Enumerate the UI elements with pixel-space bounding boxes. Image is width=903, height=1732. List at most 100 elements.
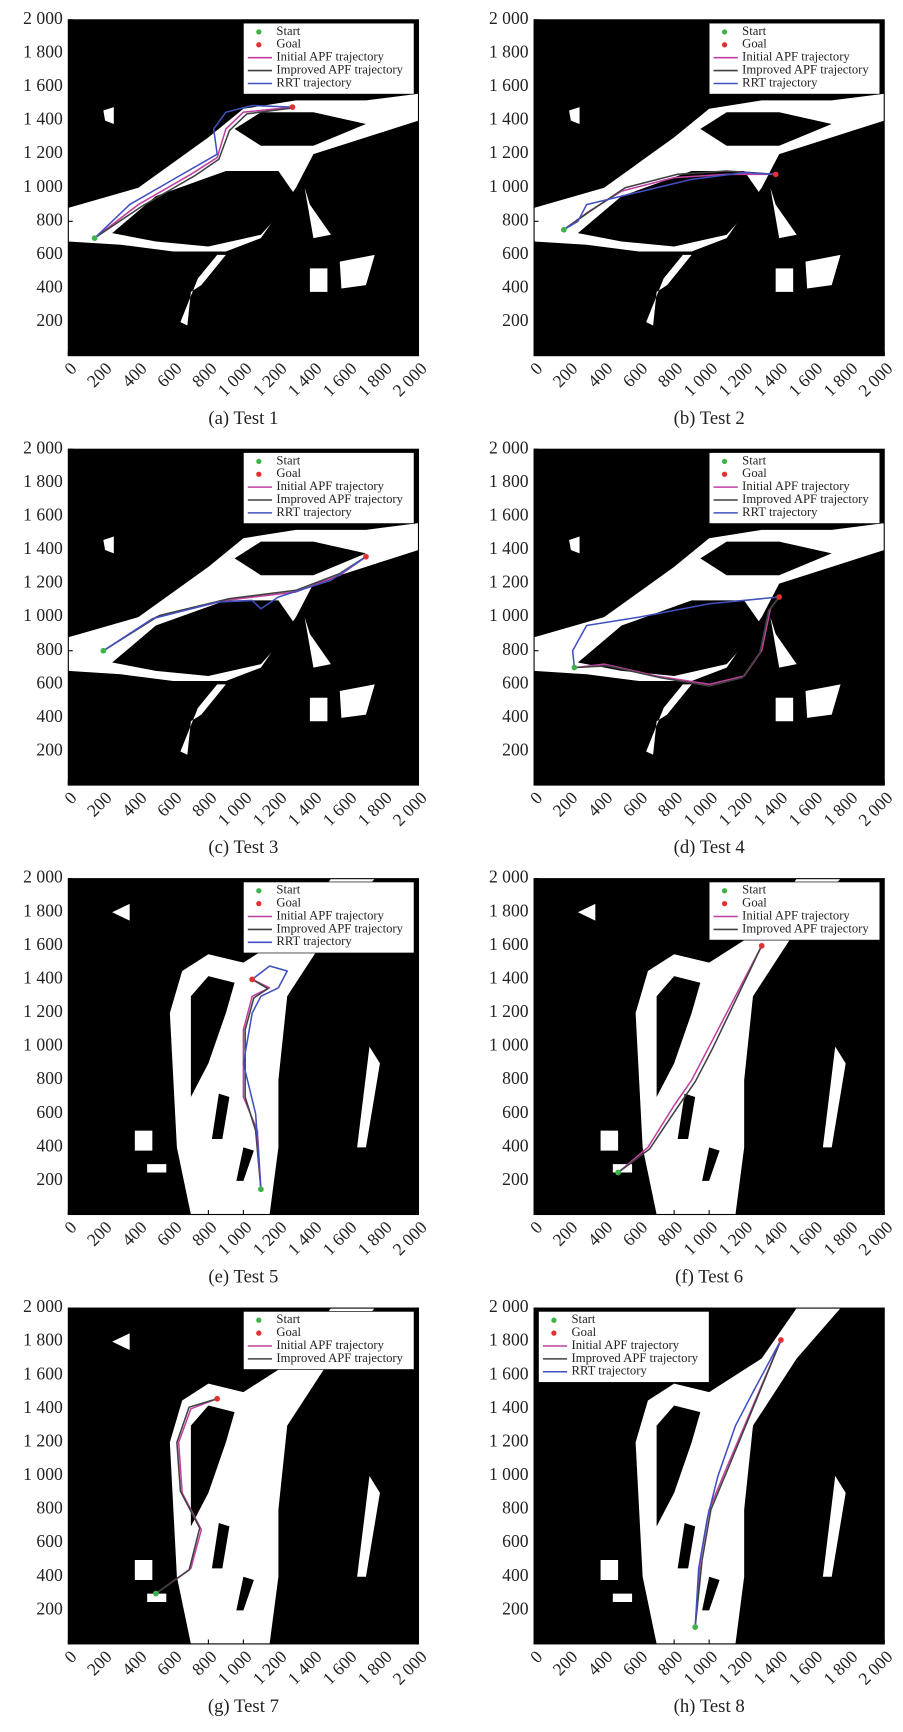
y-tick-label: 1 000: [23, 1464, 63, 1484]
y-tick-label: 400: [502, 1135, 529, 1155]
y-tick-label: 800: [502, 1498, 529, 1518]
y-tick-label: 1 200: [489, 1001, 529, 1021]
y-tick-label: 2 000: [489, 1296, 529, 1316]
x-tick-label: 1 400: [749, 358, 791, 400]
x-tick-label: 400: [118, 1646, 151, 1679]
y-tick-label: 200: [502, 1169, 529, 1189]
x-tick-label: 1 600: [319, 787, 361, 829]
x-tick-label: 400: [584, 787, 617, 820]
y-tick-label: 800: [502, 209, 529, 229]
y-tick-label: 600: [502, 1102, 529, 1122]
legend-marker: [256, 1330, 261, 1335]
endpoint-marker: [561, 227, 567, 233]
y-tick-label: 400: [36, 706, 63, 726]
legend: StartGoalInitial APF trajectoryImproved …: [243, 23, 414, 94]
x-tick-label: 1 200: [714, 358, 756, 400]
x-tick-label: 0: [526, 1646, 547, 1667]
x-tick-label: 400: [118, 787, 151, 820]
x-tick-label: 2 000: [854, 358, 896, 400]
y-tick-label: 400: [502, 277, 529, 297]
x-tick-label: 1 800: [354, 1217, 396, 1259]
x-tick-label: 1 800: [354, 358, 396, 400]
y-tick-label: 1 600: [489, 504, 529, 524]
legend-label: RRT trajectory: [742, 505, 818, 519]
y-tick-label: 1 800: [489, 900, 529, 920]
legend-marker: [551, 1318, 556, 1323]
x-tick-label: 1 200: [249, 1646, 291, 1688]
x-tick-label: 1 600: [784, 787, 826, 829]
x-tick-label: 1 800: [819, 1217, 861, 1259]
x-tick-label: 1 400: [284, 1217, 326, 1259]
y-tick-label: 1 800: [23, 41, 63, 61]
chart-caption: (b) Test 2: [674, 408, 745, 429]
y-tick-label: 800: [36, 1068, 63, 1088]
y-tick-label: 1 800: [23, 900, 63, 920]
x-tick-label: 600: [153, 1217, 186, 1250]
x-tick-label: 200: [83, 358, 116, 391]
figure: 2004006008001 0001 2001 4001 6001 8002 0…: [0, 0, 903, 1732]
x-tick-label: 200: [549, 358, 582, 391]
y-tick-label: 1 200: [23, 1430, 63, 1450]
legend-label: Improved APF trajectory: [276, 1351, 403, 1365]
endpoint-marker: [214, 1396, 220, 1402]
x-tick-label: 1 200: [714, 787, 756, 829]
x-tick-label: 1 000: [214, 1217, 256, 1259]
water-area: [776, 268, 794, 292]
y-tick-label: 200: [36, 310, 63, 330]
x-tick-label: 1 000: [679, 358, 721, 400]
x-tick-label: 1 200: [249, 1217, 291, 1259]
x-tick-label: 400: [584, 1646, 617, 1679]
chart-caption: (g) Test 7: [208, 1696, 279, 1717]
x-tick-label: 400: [584, 358, 617, 391]
y-tick-label: 2 000: [23, 437, 63, 457]
x-tick-label: 2 000: [389, 787, 431, 829]
endpoint-marker: [100, 648, 106, 654]
x-tick-label: 600: [153, 787, 186, 820]
legend-marker: [722, 901, 727, 906]
legend-marker: [551, 1330, 556, 1335]
x-tick-label: 1 600: [319, 1646, 361, 1688]
y-tick-label: 1 800: [23, 1330, 63, 1350]
y-tick-label: 2 000: [489, 8, 529, 28]
legend: StartGoalInitial APF trajectoryImproved …: [709, 23, 880, 94]
x-tick-label: 1 000: [214, 1646, 256, 1688]
y-tick-label: 1 800: [489, 41, 529, 61]
legend: StartGoalInitial APF trajectoryImproved …: [538, 1311, 709, 1382]
y-tick-label: 1 000: [489, 1035, 529, 1055]
x-tick-label: 1 400: [284, 787, 326, 829]
y-tick-label: 400: [36, 277, 63, 297]
y-tick-label: 1 000: [23, 1035, 63, 1055]
y-tick-label: 800: [36, 1498, 63, 1518]
x-tick-label: 200: [83, 1646, 116, 1679]
y-tick-label: 200: [502, 1598, 529, 1618]
chart-caption: (h) Test 8: [674, 1696, 745, 1717]
chart-panel: 2004006008001 0001 2001 4001 6001 8002 0…: [489, 8, 897, 429]
y-tick-label: 800: [36, 639, 63, 659]
legend-label: RRT trajectory: [742, 75, 818, 89]
y-tick-label: 800: [502, 639, 529, 659]
x-tick-label: 1 400: [284, 1646, 326, 1688]
x-tick-label: 0: [60, 1646, 81, 1667]
x-tick-label: 2 000: [854, 1217, 896, 1259]
x-tick-label: 1 800: [819, 1646, 861, 1688]
y-tick-label: 1 200: [23, 572, 63, 592]
x-tick-label: 200: [83, 787, 116, 820]
x-tick-label: 1 400: [749, 1217, 791, 1259]
y-tick-label: 1 600: [23, 934, 63, 954]
y-tick-label: 600: [36, 1531, 63, 1551]
x-tick-label: 1 800: [354, 787, 396, 829]
legend-marker: [722, 29, 727, 34]
legend-marker: [256, 888, 261, 893]
endpoint-marker: [759, 943, 765, 949]
legend-marker: [256, 901, 261, 906]
chart-panel: 2004006008001 0001 2001 4001 6001 8002 0…: [23, 8, 431, 429]
y-tick-label: 2 000: [489, 867, 529, 887]
legend-label: Improved APF trajectory: [742, 921, 869, 935]
endpoint-marker: [692, 1624, 698, 1630]
y-tick-label: 1 000: [489, 176, 529, 196]
y-tick-label: 1 600: [489, 934, 529, 954]
endpoint-marker: [773, 171, 779, 177]
x-tick-label: 400: [118, 1217, 151, 1250]
